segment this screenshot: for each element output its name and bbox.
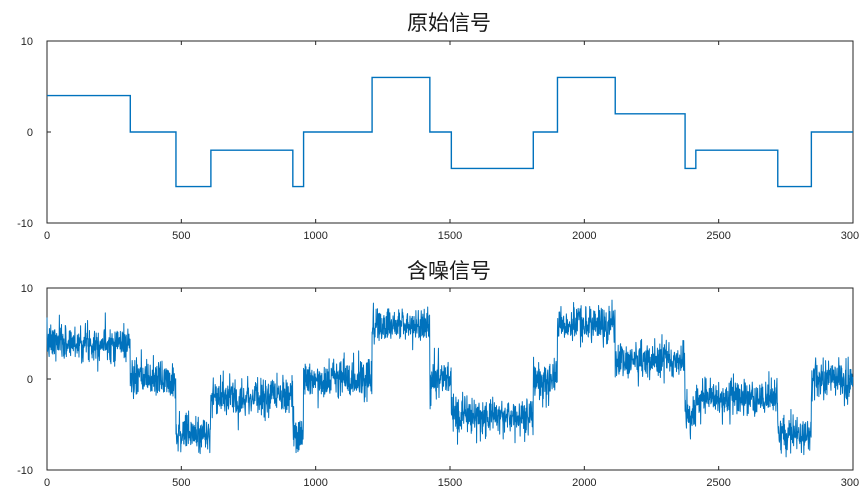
x-tick-label: 3000 — [841, 230, 859, 242]
x-tick-label: 2000 — [572, 230, 596, 242]
y-tick-label: -10 — [17, 218, 33, 230]
x-tick-label: 1000 — [303, 477, 327, 489]
x-tick-label: 500 — [172, 477, 190, 489]
noisy-signal-panel: 含噪信号 0 500 1000 1500 2000 2500 3000 -10 0 10 — [17, 259, 859, 489]
y-tick-label: -10 — [17, 465, 33, 477]
noisy-signal-line — [46, 299, 854, 458]
x-tick-label: 0 — [44, 230, 50, 242]
x-tick-label: 1500 — [438, 477, 462, 489]
axis-ticks: 0 500 1000 1500 2000 2500 3000 -10 0 10 — [17, 283, 859, 489]
y-tick-label: 0 — [27, 374, 33, 386]
x-tick-label: 2000 — [572, 477, 596, 489]
original-signal-panel: 原始信号 0 500 1000 1500 2000 2500 3000 -10 0 10 — [17, 11, 859, 242]
x-tick-label: 500 — [172, 230, 190, 242]
x-tick-label: 0 — [44, 477, 50, 489]
x-tick-label: 2500 — [706, 230, 730, 242]
x-tick-label: 1500 — [438, 230, 462, 242]
y-tick-label: 10 — [21, 283, 33, 295]
x-tick-label: 2500 — [706, 477, 730, 489]
axis-ticks: 0 500 1000 1500 2000 2500 3000 -10 0 10 — [17, 36, 859, 242]
chart-title: 含噪信号 — [407, 259, 491, 283]
y-tick-label: 0 — [27, 127, 33, 139]
x-tick-label: 3000 — [841, 477, 859, 489]
original-signal-line — [47, 76, 853, 188]
chart-title: 原始信号 — [407, 11, 491, 35]
x-tick-label: 1000 — [303, 230, 327, 242]
y-tick-label: 10 — [21, 36, 33, 48]
